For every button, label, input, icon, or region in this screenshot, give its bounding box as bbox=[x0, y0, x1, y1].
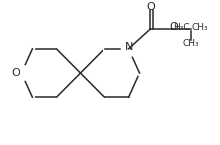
Text: CH₃: CH₃ bbox=[183, 39, 199, 48]
Text: O: O bbox=[12, 68, 20, 78]
Text: H₃C: H₃C bbox=[173, 23, 190, 32]
Text: CH₃: CH₃ bbox=[192, 23, 209, 32]
Text: O: O bbox=[146, 2, 155, 12]
Text: O: O bbox=[169, 22, 178, 32]
Text: N: N bbox=[124, 42, 133, 52]
